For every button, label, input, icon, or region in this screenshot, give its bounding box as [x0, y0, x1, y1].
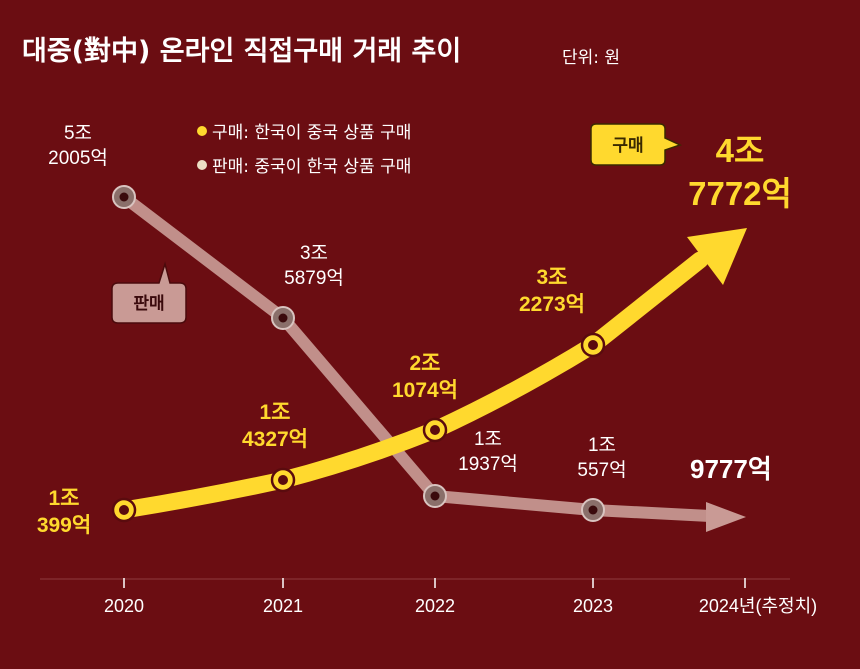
- buy-point-center: [278, 475, 288, 485]
- buy-data-label: 3조: [537, 266, 568, 289]
- sell-data-label: 5879억: [284, 267, 344, 289]
- sell-data-label: 3조: [300, 243, 328, 264]
- sell-data-label: 1조: [588, 435, 616, 456]
- buy-data-label: 2조: [410, 352, 441, 375]
- buy-data-label: 1074억: [392, 379, 458, 402]
- series-buy: 1조 399억 1조 4327억 2조 1074억 3조 2273억 4조 7772억: [37, 132, 792, 537]
- sell-point-center: [278, 313, 288, 323]
- buy-data-label: 2273억: [519, 293, 585, 316]
- legend-buy-dot: [197, 126, 207, 136]
- buy-arrowhead: [687, 228, 747, 285]
- legend-sell-dot: [197, 160, 207, 170]
- buy-line: [115, 251, 709, 519]
- buy-callout: 구매: [590, 123, 683, 166]
- buy-data-label: 399억: [37, 514, 91, 537]
- x-tick-label: 2020: [104, 596, 144, 616]
- buy-point-center: [430, 425, 440, 435]
- buy-data-label: 1조: [49, 487, 80, 510]
- x-tick-label: 2023: [573, 596, 613, 616]
- buy-data-label-2024: 7772억: [688, 175, 792, 212]
- x-tick-label: 2024년(추정치): [699, 596, 817, 616]
- sell-point-center: [119, 192, 129, 202]
- series-sell: 5조 2005억 3조 5879억 1조 1937억 1조 557억 9777억: [48, 123, 772, 532]
- sell-arrowhead: [706, 502, 746, 532]
- sell-callout-label: 판매: [133, 294, 164, 314]
- sell-point-center: [588, 505, 598, 515]
- sell-data-label-2024: 9777억: [690, 454, 772, 484]
- buy-data-label: 4327억: [242, 428, 308, 451]
- x-axis-ticks: 2020 2021 2022 2023 2024년(추정치): [104, 578, 817, 616]
- legend-sell-text: 판매: 중국이 한국 상품 구매: [212, 157, 411, 177]
- legend-buy-text: 구매: 한국이 중국 상품 구매: [212, 123, 411, 143]
- sell-data-label: 1937억: [458, 453, 518, 475]
- x-tick-label: 2022: [415, 596, 455, 616]
- unit-label: 단위: 원: [562, 48, 620, 68]
- buy-data-label-2024: 4조: [716, 132, 765, 169]
- sell-callout: 판매: [111, 261, 187, 324]
- buy-data-label: 1조: [260, 401, 291, 424]
- sell-point-center: [430, 491, 440, 501]
- sell-data-label: 1조: [474, 429, 502, 450]
- sell-data-label: 557억: [577, 459, 626, 481]
- sell-data-label: 5조: [64, 123, 92, 144]
- buy-point-center: [119, 505, 129, 515]
- chart-title: 대중(對中) 온라인 직접구매 거래 추이: [22, 36, 461, 67]
- buy-point-center: [588, 340, 598, 350]
- x-tick-label: 2021: [263, 596, 303, 616]
- buy-callout-label: 구매: [612, 136, 643, 156]
- sell-data-label: 2005억: [48, 147, 108, 169]
